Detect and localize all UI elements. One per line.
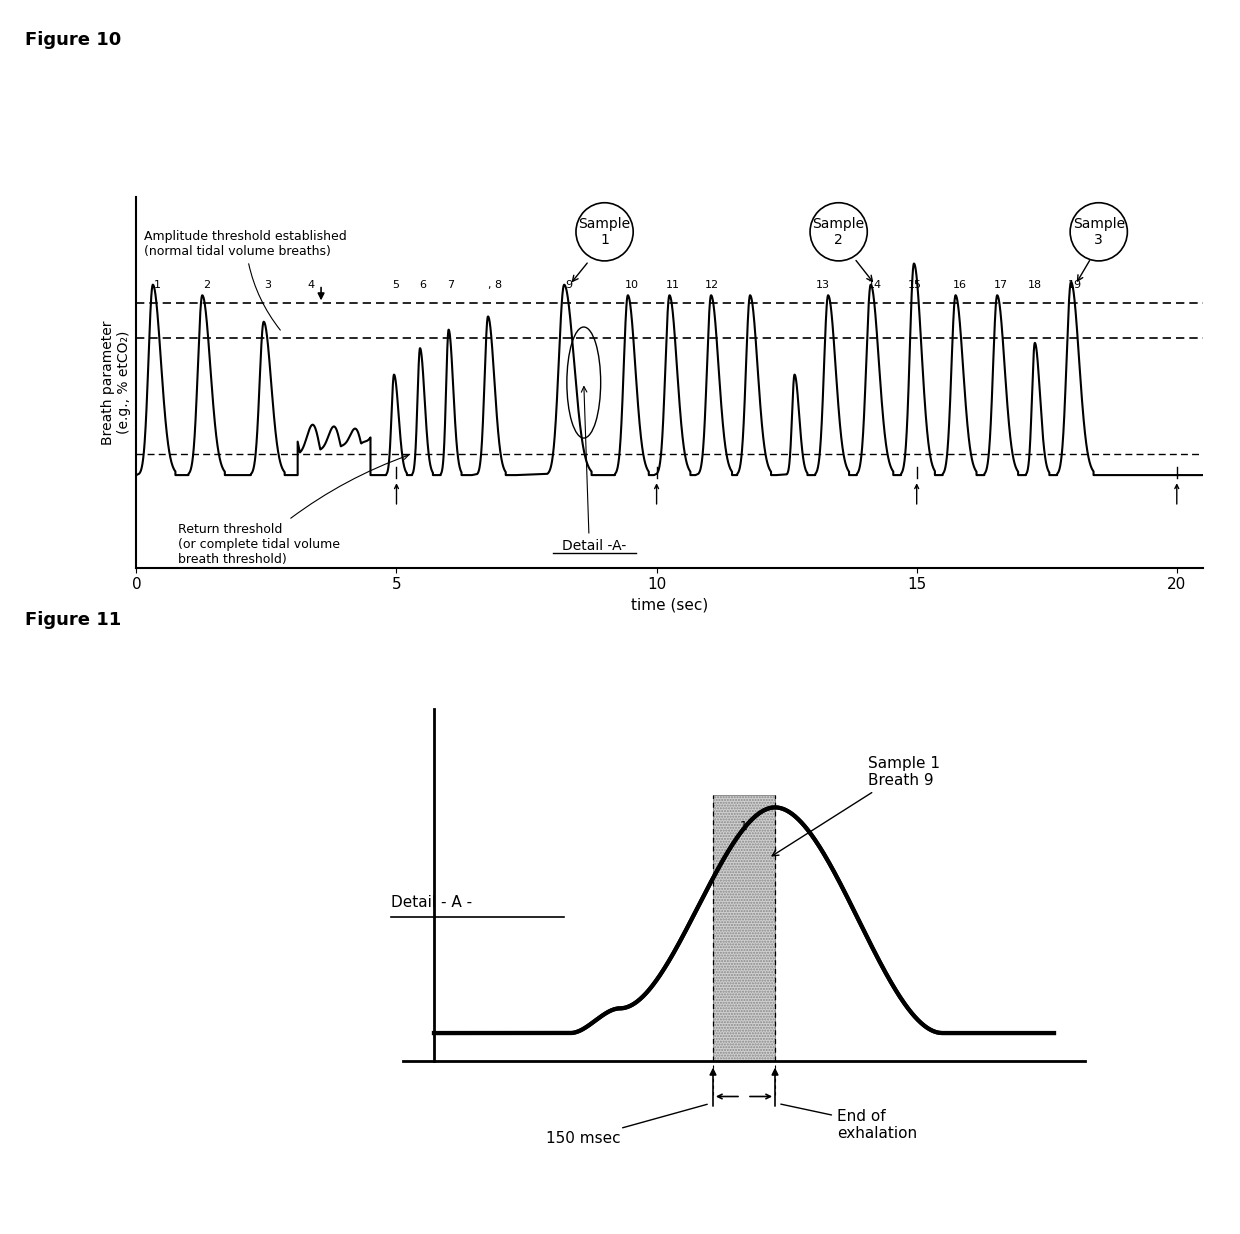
Text: 150 msec: 150 msec: [546, 1104, 707, 1146]
Text: 5: 5: [392, 280, 399, 290]
Text: Figure 10: Figure 10: [25, 31, 122, 49]
Text: Sample
3: Sample 3: [1073, 217, 1125, 247]
Text: 14: 14: [868, 280, 882, 290]
Text: Sample
2: Sample 2: [812, 217, 864, 247]
Text: 16: 16: [952, 280, 966, 290]
Bar: [713, 795, 775, 1061]
Text: Detail -A-: Detail -A-: [562, 539, 626, 554]
Ellipse shape: [810, 202, 867, 260]
Text: 4: 4: [308, 280, 314, 290]
Text: 7: 7: [448, 280, 455, 290]
Text: Figure 11: Figure 11: [25, 611, 122, 629]
Text: Detail - A -: Detail - A -: [391, 895, 471, 911]
Text: 2: 2: [203, 280, 211, 290]
Text: 10: 10: [625, 280, 639, 290]
Ellipse shape: [575, 202, 634, 260]
Text: Sample
1: Sample 1: [579, 217, 631, 247]
Text: Return threshold
(or complete tidal volume
breath threshold): Return threshold (or complete tidal volu…: [179, 454, 408, 565]
Text: 11: 11: [666, 280, 681, 290]
Text: 17: 17: [994, 280, 1008, 290]
Text: End of
exhalation: End of exhalation: [781, 1104, 918, 1141]
X-axis label: time (sec): time (sec): [631, 598, 708, 613]
Text: 8: 8: [495, 280, 501, 290]
Text: 6: 6: [419, 280, 427, 290]
Text: 1: 1: [740, 821, 748, 833]
Text: 13: 13: [816, 280, 830, 290]
Text: ,: ,: [487, 280, 490, 290]
Text: 15: 15: [908, 280, 923, 290]
Text: 12: 12: [706, 280, 719, 290]
Text: 19: 19: [1069, 280, 1083, 290]
Text: 1: 1: [154, 280, 161, 290]
Text: 18: 18: [1028, 280, 1042, 290]
Text: 9: 9: [565, 280, 573, 290]
Bar: [713, 795, 775, 1061]
Text: Amplitude threshold established
(normal tidal volume breaths): Amplitude threshold established (normal …: [144, 231, 347, 331]
Ellipse shape: [1070, 202, 1127, 260]
Text: 3: 3: [264, 280, 272, 290]
Text: Sample 1
Breath 9: Sample 1 Breath 9: [773, 756, 940, 856]
Y-axis label: Breath parameter
(e.g., % etCO₂): Breath parameter (e.g., % etCO₂): [100, 321, 131, 444]
